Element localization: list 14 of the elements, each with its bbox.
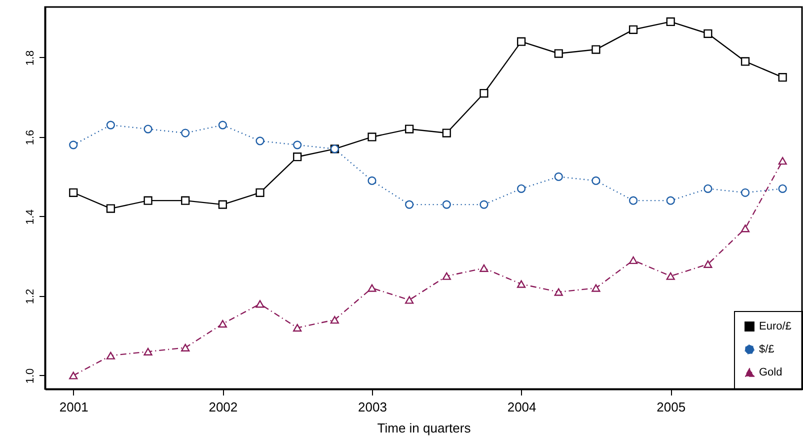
- y-tick-label: 1.0: [24, 368, 36, 384]
- y-tick-label: 1.2: [24, 288, 36, 304]
- x-tick-label: 2004: [507, 400, 536, 414]
- legend-label: Euro/£: [759, 320, 792, 332]
- legend-label: $/£: [759, 344, 774, 356]
- legend-label: Gold: [759, 366, 782, 378]
- y-tick-label: 1.4: [24, 209, 36, 225]
- x-tick-label: 2003: [358, 400, 387, 414]
- y-tick-label: 1.6: [24, 130, 36, 146]
- x-tick-label: 2001: [59, 400, 88, 414]
- x-axis-title: Time in quarters: [377, 420, 472, 436]
- x-tick-label: 2002: [208, 400, 238, 414]
- x-tick-label: 2005: [656, 400, 686, 414]
- y-tick-label: 1.8: [24, 50, 36, 66]
